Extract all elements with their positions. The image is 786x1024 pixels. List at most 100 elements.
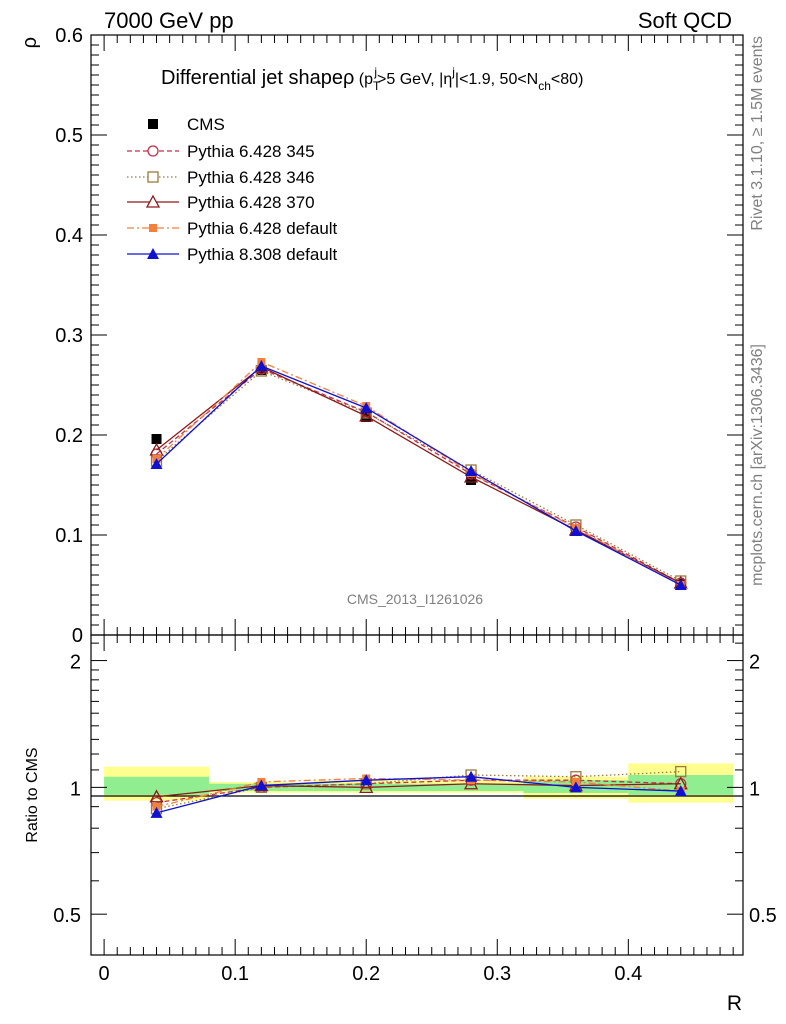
ratio-y-axis-label: Ratio to CMS — [24, 747, 41, 842]
main-y-tick-label: 0.5 — [55, 125, 83, 147]
point-p8 — [360, 402, 373, 413]
legend-entry-p370: Pythia 6.428 370 — [127, 193, 315, 212]
ratio-point-p8 — [674, 785, 687, 797]
point-p8 — [255, 360, 268, 371]
ratio-y-tick-label-left: 2 — [70, 652, 81, 674]
analysis-watermark: CMS_2013_I1261026 — [347, 591, 483, 607]
main-y-tick-label: 0.3 — [55, 325, 83, 347]
legend-label-p8: Pythia 8.308 default — [187, 245, 338, 264]
legend-marker-p370 — [145, 194, 161, 208]
legend-label-p346: Pythia 6.428 346 — [187, 168, 315, 187]
ratio-x-ticks — [103, 635, 734, 955]
title-rho: ρ — [343, 67, 354, 89]
legend-marker-cms — [148, 119, 158, 129]
series-line-p346 — [156, 370, 682, 582]
main-y-tick-label: 0.2 — [55, 425, 83, 447]
title-sub-t: T — [373, 79, 381, 93]
ratio-panel: 0.5 0.5 1 1 2 2 0 0.1 0.2 0.3 0.4 Ratio to CMS R — [24, 634, 777, 1015]
series-line-pdef — [156, 361, 682, 586]
ratio-x-tick-label: 0.4 — [614, 963, 642, 985]
ratio-point-pdef — [152, 802, 161, 811]
ratio-y-tick-label-right: 0.5 — [749, 905, 777, 927]
series-line-p370 — [156, 366, 682, 584]
legend-label-p345: Pythia 6.428 345 — [187, 142, 315, 161]
ratio-y-tick-label-right: 1 — [749, 778, 760, 800]
point-cms — [151, 434, 162, 444]
series-p345 — [150, 363, 687, 589]
ratio-x-tick-label: 0.2 — [352, 963, 380, 985]
legend-marker-p345 — [147, 145, 159, 157]
title-main: Differential jet shape — [161, 67, 343, 89]
ratio-y-tick-label-left: 1 — [70, 778, 81, 800]
main-y-tick-labels: 0 0.1 0.2 0.3 0.4 0.5 0.6 — [55, 25, 83, 647]
main-y-tick-label: 0.4 — [55, 225, 83, 247]
ratio-series-group — [149, 765, 688, 818]
mcplots-label: mcplots.cern.ch [arXiv:1306.3436] — [749, 344, 766, 586]
legend-marker-pdef — [149, 224, 157, 232]
legend-label-pdef: Pythia 6.428 default — [187, 219, 338, 238]
series-line-p345 — [156, 368, 682, 584]
point-p370 — [359, 408, 374, 422]
ratio-point-p370 — [149, 789, 164, 803]
ratio-line-p370 — [156, 783, 681, 798]
ratio-band-inner — [418, 783, 524, 792]
ratio-point-p8 — [465, 770, 478, 782]
legend-entry-p8: Pythia 8.308 default — [127, 245, 338, 264]
x-axis-label: R — [727, 992, 742, 1015]
ratio-y-tick-label-left: 0.5 — [53, 905, 81, 927]
point-cms — [466, 475, 477, 485]
ratio-x-tick-label: 0 — [99, 963, 110, 985]
main-y-tick-label: 0.1 — [55, 525, 83, 547]
ratio-point-p8 — [569, 781, 582, 793]
ratio-y-tick-labels: 0.5 0.5 1 1 2 2 — [53, 652, 777, 928]
ratio-plot-frame — [90, 634, 744, 956]
series-line-p8 — [156, 365, 682, 586]
ratio-point-p370 — [359, 780, 374, 794]
main-y-axis-label: ρ — [19, 37, 41, 48]
series-p8 — [150, 360, 687, 590]
point-p8 — [150, 458, 163, 469]
title-sub-ch: ch — [538, 79, 551, 93]
main-panel: 0 0.1 0.2 0.3 0.4 0.5 0.6 ρ Differential jet s… — [19, 25, 744, 647]
title-mid1: >5 GeV, |η — [377, 71, 452, 88]
ratio-band-inner — [104, 776, 209, 795]
point-p8 — [465, 465, 478, 476]
main-x-ticks — [103, 35, 734, 635]
main-y-ticks — [91, 34, 743, 636]
main-series-group — [149, 358, 688, 590]
legend-entry-cms: CMS — [148, 115, 225, 134]
ratio-point-p8 — [360, 774, 373, 786]
series-cms — [151, 365, 686, 589]
legend-marker-p346 — [147, 171, 159, 183]
ratio-x-tick-labels: 0 0.1 0.2 0.3 0.4 — [99, 963, 643, 985]
title-sup-j1: j — [373, 65, 377, 79]
legend-entry-p346: Pythia 6.428 346 — [127, 168, 315, 187]
legend-entry-p345: Pythia 6.428 345 — [127, 142, 315, 161]
point-p8 — [674, 579, 687, 590]
legend: CMS Pythia 6.428 345 Pythia 6.428 346 Py… — [127, 115, 338, 264]
ratio-line-pdef — [156, 777, 681, 808]
series-p346 — [150, 365, 687, 587]
point-p8 — [569, 525, 582, 536]
ratio-y-ticks — [91, 642, 743, 956]
legend-marker-p8 — [147, 248, 159, 259]
ratio-x-tick-label: 0.3 — [483, 963, 511, 985]
title-mid2: |<1.9, 50<N — [455, 71, 538, 88]
header-right: Soft QCD — [638, 8, 732, 33]
ratio-line-p8 — [156, 776, 681, 814]
main-y-tick-label: 0.6 — [55, 25, 83, 47]
rivet-label: Rivet 3.1.10, ≥ 1.5M events — [749, 36, 766, 231]
ratio-point-p8 — [255, 779, 268, 791]
legend-entry-pdef: Pythia 6.428 default — [127, 219, 338, 238]
legend-label-p370: Pythia 6.428 370 — [187, 193, 315, 212]
title-sup-j2: j — [451, 65, 455, 79]
chart-title: Differential jet shapeρ (pTj>5 GeV, |ηj|… — [161, 65, 583, 93]
ratio-point-p8 — [150, 806, 163, 818]
header-left: 7000 GeV pp — [104, 8, 234, 33]
title-open: (p — [354, 71, 373, 88]
ratio-y-tick-label-right: 2 — [749, 652, 760, 674]
main-y-tick-label: 0 — [72, 625, 83, 647]
title-close: <80) — [551, 71, 583, 88]
legend-label-cms: CMS — [187, 115, 225, 134]
